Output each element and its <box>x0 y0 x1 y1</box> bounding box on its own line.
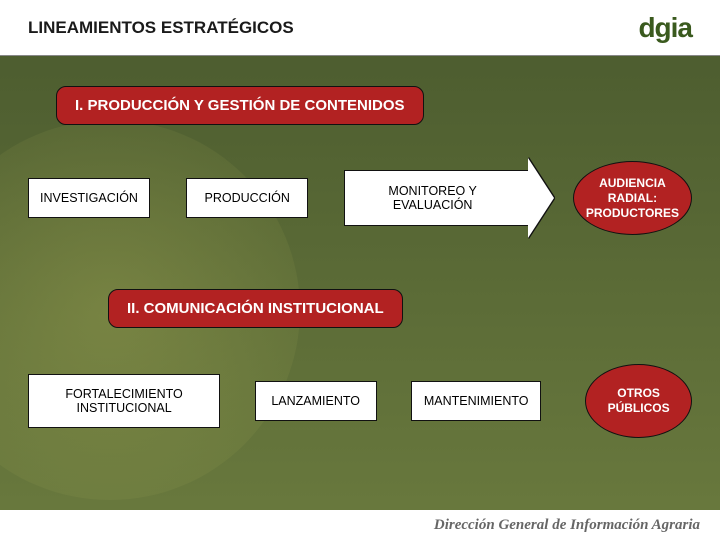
footer-text: Dirección General de Información Agraria <box>434 517 700 534</box>
box-produccion: PRODUCCIÓN <box>186 178 308 218</box>
header: LINEAMIENTOS ESTRATÉGICOS dgia <box>0 0 720 56</box>
box-investigacion: INVESTIGACIÓN <box>28 178 150 218</box>
box-monitoreo: MONITOREO Y EVALUACIÓN <box>344 170 528 226</box>
content-area: I. PRODUCCIÓN Y GESTIÓN DE CONTENIDOS IN… <box>0 56 720 438</box>
section1-banner: I. PRODUCCIÓN Y GESTIÓN DE CONTENIDOS <box>56 86 424 125</box>
oval-audiencia: AUDIENCIA RADIAL: PRODUCTORES <box>573 161 692 235</box>
section2-row: FORTALECIMIENTO INSTITUCIONAL LANZAMIENT… <box>28 364 692 438</box>
box-mantenimiento: MANTENIMIENTO <box>411 381 541 421</box>
page-title: LINEAMIENTOS ESTRATÉGICOS <box>28 18 294 38</box>
footer: Dirección General de Información Agraria <box>0 510 720 540</box>
section1-row: INVESTIGACIÓN PRODUCCIÓN MONITOREO Y EVA… <box>28 161 692 235</box>
box-fortalecimiento: FORTALECIMIENTO INSTITUCIONAL <box>28 374 220 428</box>
box-lanzamiento: LANZAMIENTO <box>255 381 377 421</box>
section2-banner: II. COMUNICACIÓN INSTITUCIONAL <box>108 289 403 328</box>
oval-otros-publicos: OTROS PÚBLICOS <box>585 364 692 438</box>
logo: dgia <box>638 12 692 44</box>
section2: II. COMUNICACIÓN INSTITUCIONAL FORTALECI… <box>28 279 692 438</box>
box-monitoreo-label: MONITOREO Y EVALUACIÓN <box>355 184 509 212</box>
